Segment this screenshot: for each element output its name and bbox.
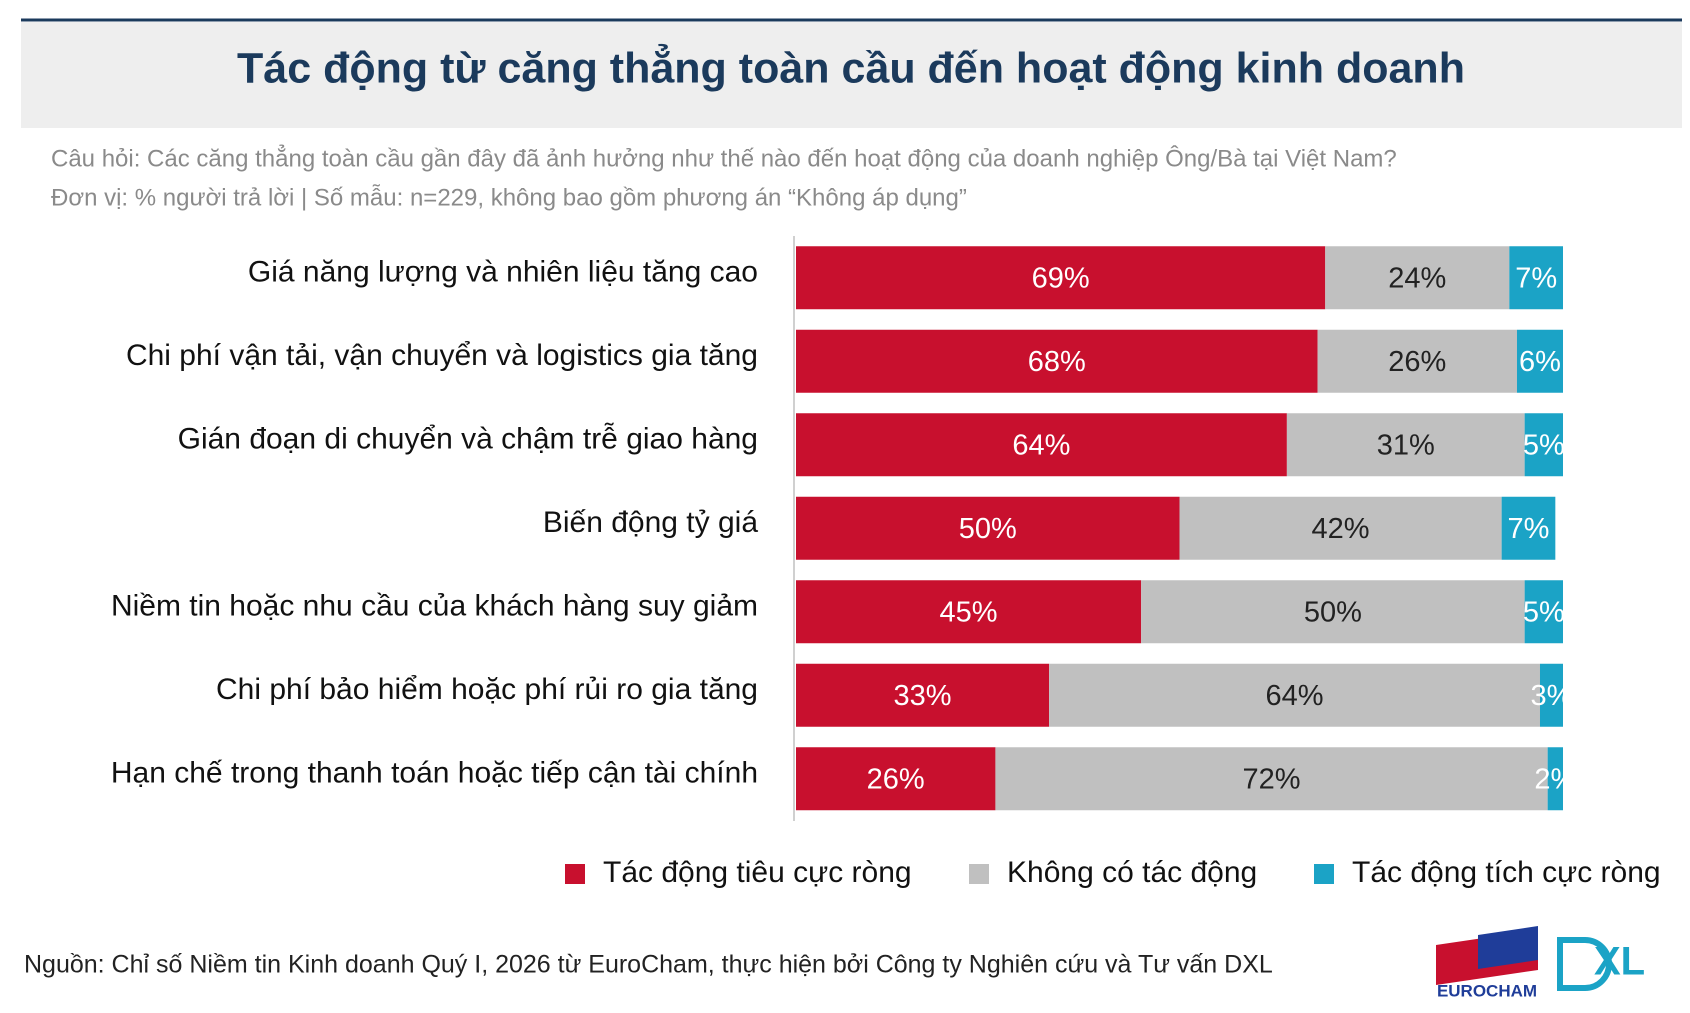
bar-segment: [796, 413, 1287, 477]
logo-text: XL: [1594, 940, 1645, 984]
category-label: Niềm tin hoặc nhu cầu của khách hàng suy…: [111, 590, 758, 623]
legend-swatch: [565, 864, 585, 884]
chart-title: Tác động từ căng thẳng toàn cầu đến hoạt…: [237, 42, 1465, 92]
category-label: Hạn chế trong thanh toán hoặc tiếp cận t…: [111, 757, 758, 790]
dxl-logo: XL: [1557, 937, 1645, 991]
bar-segment: [796, 496, 1180, 560]
value-label: 26%: [867, 763, 925, 795]
bar-segment: [1286, 413, 1525, 477]
legend-swatch: [969, 864, 989, 884]
value-label: 6%: [1519, 346, 1561, 378]
bar-segment: [1317, 329, 1517, 393]
value-label: 64%: [1266, 680, 1324, 712]
value-label: 2%: [1534, 763, 1576, 795]
bar-segment: [796, 329, 1318, 393]
logo-d: [1557, 937, 1612, 991]
bar-segment: [1501, 496, 1556, 560]
value-label: 64%: [1012, 429, 1070, 461]
title-band: [21, 22, 1682, 128]
value-label: 7%: [1508, 513, 1550, 545]
bar-segment: [1524, 413, 1563, 477]
bar-segment: [796, 246, 1326, 310]
bar-segment: [1547, 747, 1563, 811]
value-label: 45%: [940, 596, 998, 628]
value-label: 7%: [1515, 262, 1557, 294]
bar-segment: [1179, 496, 1502, 560]
bar-segment: [796, 580, 1142, 644]
category-label: Gián đoạn di chuyển và chậm trễ giao hàn…: [178, 423, 758, 456]
category-label: Chi phí vận tải, vận chuyển và logistics…: [126, 339, 758, 372]
category-label: Giá năng lượng và nhiên liệu tăng cao: [248, 256, 758, 289]
value-label: 68%: [1028, 346, 1086, 378]
legend-label: Không có tác động: [1007, 856, 1257, 889]
source: Nguồn: Chỉ số Niềm tin Kinh doanh Quý I,…: [24, 951, 1273, 979]
value-label: 31%: [1377, 429, 1435, 461]
value-label: 24%: [1388, 262, 1446, 294]
value-label: 5%: [1523, 429, 1565, 461]
category-label: Chi phí bảo hiểm hoặc phí rủi ro gia tăn…: [216, 673, 758, 706]
logo-flag-blue: [1478, 926, 1538, 969]
value-label: 3%: [1531, 680, 1573, 712]
legend-label: Tác động tích cực ròng: [1352, 856, 1661, 889]
bar-segment: [995, 747, 1548, 811]
logo-text: EUROCHAM: [1437, 981, 1537, 1000]
note: Đơn vị: % người trả lời | Số mẫu: n=229,…: [51, 184, 967, 211]
bar-segment: [1524, 580, 1563, 644]
value-label: 26%: [1388, 346, 1446, 378]
bar-segment: [796, 747, 996, 811]
legend-label: Tác động tiêu cực ròng: [603, 856, 912, 889]
bar-segment: [1325, 246, 1510, 310]
value-label: 69%: [1032, 262, 1090, 294]
value-label: 42%: [1312, 513, 1370, 545]
value-label: 5%: [1523, 596, 1565, 628]
bar-segment: [1539, 663, 1563, 727]
value-label: 50%: [959, 513, 1017, 545]
bar-segment: [1509, 246, 1563, 310]
bar-segment: [1141, 580, 1525, 644]
category-label: Biến động tỷ giá: [543, 506, 758, 539]
bar-segment: [1516, 329, 1563, 393]
value-label: 33%: [894, 680, 952, 712]
bar-segment: [796, 663, 1050, 727]
value-label: 72%: [1243, 763, 1301, 795]
bar-segment: [1049, 663, 1540, 727]
legend-swatch: [1314, 864, 1334, 884]
value-label: 50%: [1304, 596, 1362, 628]
eurocham-logo: EUROCHAM: [1436, 926, 1538, 1000]
subtitle: Câu hỏi: Các căng thẳng toàn cầu gần đây…: [51, 143, 1397, 172]
